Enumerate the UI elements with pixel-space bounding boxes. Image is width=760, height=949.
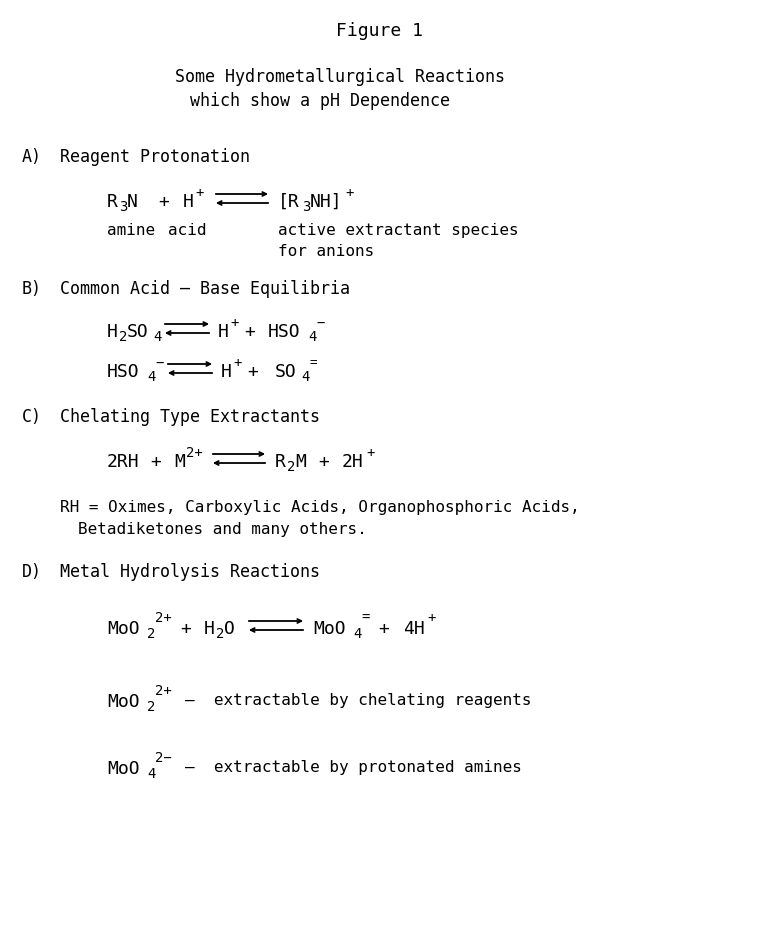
Text: +: + [158,193,169,211]
Text: 2+: 2+ [155,684,172,698]
Text: RH = Oximes, Carboxylic Acids, Organophosphoric Acids,: RH = Oximes, Carboxylic Acids, Organopho… [60,500,580,515]
Text: 2: 2 [216,627,224,641]
Text: +: + [180,620,191,638]
Text: SO: SO [275,363,296,381]
Text: D): D) [22,563,42,581]
Text: A): A) [22,148,42,166]
Text: 4: 4 [147,370,155,384]
Text: +: + [230,316,239,330]
Text: Metal Hydrolysis Reactions: Metal Hydrolysis Reactions [60,563,320,581]
Text: +: + [247,363,258,381]
Text: +: + [195,186,204,200]
Text: Some Hydrometallurgical Reactions: Some Hydrometallurgical Reactions [175,68,505,86]
Text: H: H [183,193,194,211]
Text: Reagent Protonation: Reagent Protonation [60,148,250,166]
Text: 2: 2 [119,330,128,344]
Text: N: N [127,193,138,211]
Text: 2+: 2+ [155,611,172,625]
Text: C): C) [22,408,42,426]
Text: −: − [155,356,163,370]
Text: =: = [309,356,316,369]
Text: M: M [174,453,185,471]
Text: MoO: MoO [107,620,140,638]
Text: O: O [224,620,235,638]
Text: MoO: MoO [107,760,140,778]
Text: H: H [204,620,215,638]
Text: 2H: 2H [342,453,364,471]
Text: H: H [218,323,229,341]
Text: acid: acid [168,223,207,238]
Text: [R: [R [278,193,299,211]
Text: 2RH: 2RH [107,453,140,471]
Text: HSO: HSO [107,363,140,381]
Text: +: + [378,620,389,638]
Text: MoO: MoO [107,693,140,711]
Text: HSO: HSO [268,323,301,341]
Text: 2: 2 [147,627,155,641]
Text: 4: 4 [153,330,161,344]
Text: NH]: NH] [310,193,343,211]
Text: 3: 3 [302,200,310,214]
Text: +: + [366,446,375,460]
Text: which show a pH Dependence: which show a pH Dependence [190,92,450,110]
Text: 4H: 4H [403,620,425,638]
Text: 4: 4 [147,767,155,781]
Text: H: H [221,363,232,381]
Text: +: + [244,323,255,341]
Text: 2−: 2− [155,751,172,765]
Text: –  extractable by protonated amines: – extractable by protonated amines [185,760,522,775]
Text: R: R [275,453,286,471]
Text: 2+: 2+ [186,446,203,460]
Text: Chelating Type Extractants: Chelating Type Extractants [60,408,320,426]
Text: =: = [361,611,369,625]
Text: R: R [107,193,118,211]
Text: 3: 3 [119,200,128,214]
Text: B): B) [22,280,42,298]
Text: 4: 4 [353,627,361,641]
Text: 2: 2 [287,460,296,474]
Text: for anions: for anions [278,244,374,259]
Text: SO: SO [127,323,149,341]
Text: 4: 4 [308,330,316,344]
Text: +: + [150,453,161,471]
Text: +: + [345,186,353,200]
Text: 4: 4 [301,370,309,384]
Text: amine: amine [107,223,155,238]
Text: M: M [295,453,306,471]
Text: +: + [233,356,242,370]
Text: +: + [427,611,435,625]
Text: +: + [318,453,329,471]
Text: Common Acid – Base Equilibria: Common Acid – Base Equilibria [60,280,350,298]
Text: H: H [107,323,118,341]
Text: –  extractable by chelating reagents: – extractable by chelating reagents [185,693,531,708]
Text: Figure 1: Figure 1 [337,22,423,40]
Text: active extractant species: active extractant species [278,223,518,238]
Text: 2: 2 [147,700,155,714]
Text: MoO: MoO [313,620,346,638]
Text: Betadiketones and many others.: Betadiketones and many others. [78,522,367,537]
Text: −: − [316,316,325,330]
